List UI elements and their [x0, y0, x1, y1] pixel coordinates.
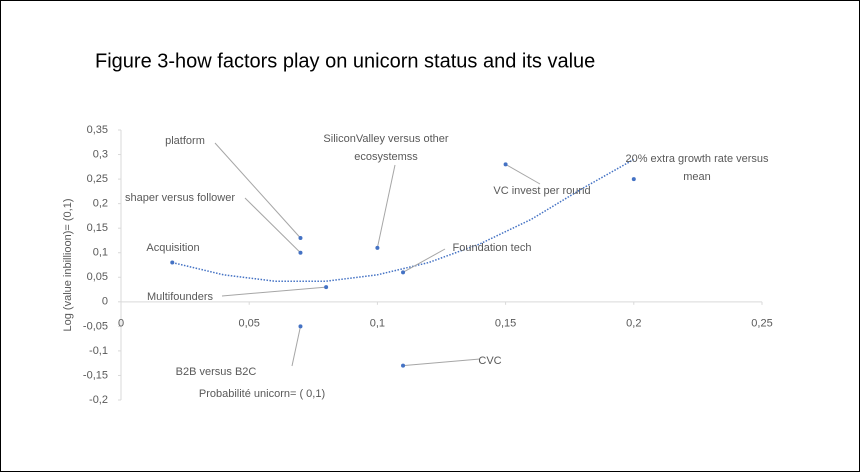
point-label: ecosystemss [354, 151, 418, 163]
leader-line [402, 358, 481, 367]
point [375, 245, 380, 250]
x-tick-label: 0 [118, 318, 124, 330]
point-label: SiliconValley versus other [323, 133, 448, 145]
y-tick-label: -0,15 [83, 369, 108, 381]
y-tick-label: -0,1 [89, 345, 108, 357]
leader-line [244, 197, 301, 254]
point-label: VC invest per round [493, 185, 590, 197]
y-tick-label: -0,2 [89, 394, 108, 406]
chart-title: Figure 3-how factors play on unicorn sta… [95, 50, 595, 72]
y-tick-label: 0,05 [87, 271, 108, 283]
x-tick-label: 0,1 [370, 318, 385, 330]
leader-line [291, 326, 301, 367]
y-tick-label: -0,05 [83, 320, 108, 332]
leader-line [402, 248, 446, 273]
point-label: platform [165, 135, 205, 147]
y-tick-label: 0,2 [93, 198, 108, 210]
x-tick-label: 0,25 [751, 318, 772, 330]
point-label: Multifounders [147, 291, 214, 303]
point [503, 162, 508, 167]
point-label: 20% extra growth rate versus [625, 153, 769, 165]
point [324, 285, 329, 290]
point-label: CVC [478, 355, 501, 367]
point [401, 270, 406, 275]
x-tick-label: 0,15 [495, 318, 516, 330]
point-label: shaper versus follower [125, 192, 235, 204]
leader-line [221, 286, 327, 297]
point [298, 324, 303, 329]
y-axis-label: Log (value inbillioon)= (0,1) [62, 199, 74, 332]
point [170, 260, 175, 265]
point-label: mean [683, 171, 711, 183]
point-label: Foundation tech [453, 242, 532, 254]
leader-line [376, 164, 396, 248]
y-tick-label: 0,1 [93, 247, 108, 259]
leader-line [505, 163, 541, 185]
point-label: B2B versus B2C [176, 366, 257, 378]
point [401, 363, 406, 368]
point [298, 236, 303, 240]
y-tick-label: 0,35 [87, 124, 108, 136]
point [298, 250, 303, 255]
x-tick-label: 0,05 [238, 318, 259, 330]
trendline [172, 158, 635, 282]
y-tick-label: 0,25 [87, 173, 108, 185]
y-tick-label: 0,15 [87, 222, 108, 234]
y-tick-label: 0 [102, 296, 108, 308]
leader-line [214, 142, 301, 239]
point-label: Acquisition [146, 242, 199, 254]
x-axis-label: Probabilité unicorn= ( 0,1) [199, 388, 325, 400]
x-tick-label: 0,2 [626, 318, 641, 330]
point [631, 177, 636, 182]
y-tick-label: 0,3 [93, 148, 108, 160]
